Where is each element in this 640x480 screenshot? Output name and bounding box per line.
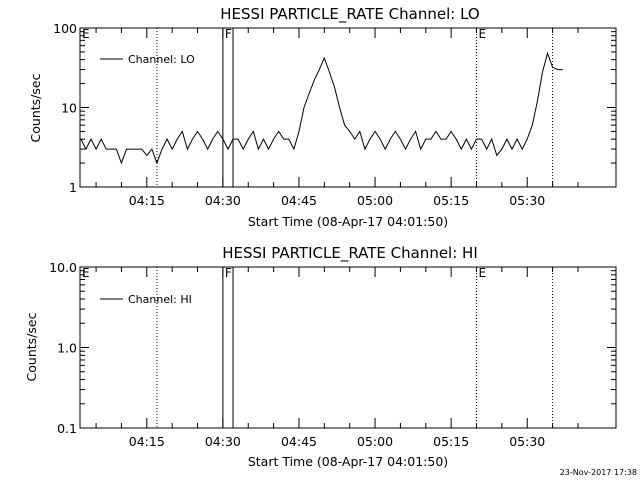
marker-label: E [82, 266, 90, 280]
marker-label: E [479, 27, 487, 41]
y-tick-label: 10.0 [49, 260, 77, 275]
legend-hi: Channel: HI [100, 293, 192, 306]
series-lo [80, 51, 563, 165]
series-line [80, 51, 563, 165]
x-tick-label: 05:30 [509, 193, 545, 208]
xlabel-hi: Start Time (08-Apr-17 04:01:50) [248, 454, 448, 469]
footer-timestamp: 23-Nov-2017 17:38 [560, 468, 637, 477]
y-tick-label: 1.0 [57, 341, 77, 356]
x-tick-label: 04:15 [129, 193, 165, 208]
x-tick-label: 04:30 [205, 434, 241, 449]
x-tick-label: 04:45 [281, 193, 317, 208]
y-tick-label: 100 [53, 21, 77, 36]
y-ticks-lo: 1 10 100 [53, 21, 616, 195]
y-tick-label: 0.1 [57, 421, 77, 436]
legend-lo: Channel: LO [100, 53, 195, 66]
ylabel-lo: Counts/sec [28, 73, 43, 142]
x-tick-label: 05:30 [509, 434, 545, 449]
x-ticks-hi: 04:15 04:30 04:45 05:00 05:15 05:30 [95, 267, 579, 449]
ylabel-hi: Counts/sec [24, 312, 39, 381]
marker-label: F [225, 27, 232, 41]
x-tick-label: 05:00 [357, 434, 393, 449]
x-tick-label: 04:15 [129, 434, 165, 449]
x-tick-label: 04:30 [205, 193, 241, 208]
x-tick-label: 05:00 [357, 193, 393, 208]
y-tick-label: 10 [61, 101, 77, 116]
plot-frame-hi [79, 266, 617, 429]
legend-label-hi: Channel: HI [128, 293, 192, 306]
y-tick-label: 1 [69, 180, 77, 195]
panel-hi: HESSI PARTICLE_RATE Channel: HI Counts/s… [24, 244, 617, 469]
title-hi: HESSI PARTICLE_RATE Channel: HI [222, 244, 478, 263]
y-ticks-hi: 0.1 1.0 10.0 [49, 260, 616, 436]
marker-label: E [479, 266, 487, 280]
x-tick-label: 05:15 [433, 193, 469, 208]
legend-label-lo: Channel: LO [128, 53, 195, 66]
x-tick-label: 05:15 [433, 434, 469, 449]
x-ticks-lo: 04:15 04:30 04:45 05:00 05:15 05:30 [95, 28, 579, 208]
marker-label: F [225, 266, 232, 280]
title-lo: HESSI PARTICLE_RATE Channel: LO [220, 5, 479, 24]
xlabel-lo: Start Time (08-Apr-17 04:01:50) [248, 214, 448, 229]
x-tick-label: 04:45 [281, 434, 317, 449]
marker-label: E [82, 27, 90, 41]
panel-lo: HESSI PARTICLE_RATE Channel: LO Counts/s… [28, 5, 617, 229]
